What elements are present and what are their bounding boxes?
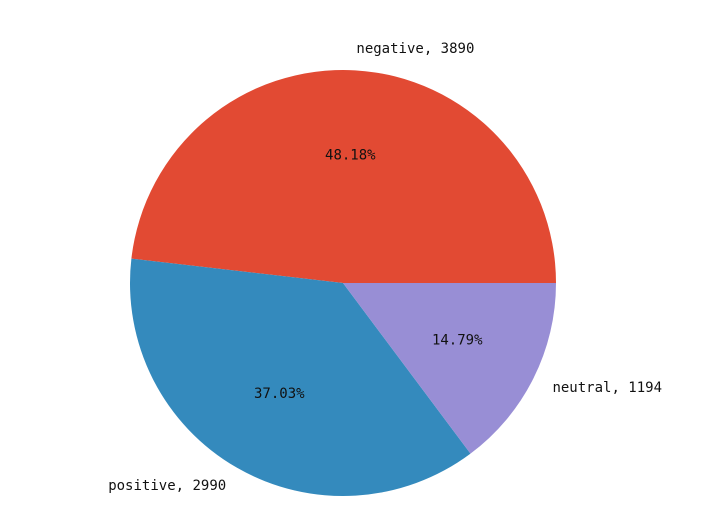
pct-label-positive: 37.03%	[254, 386, 305, 402]
pie-slice-positive	[129, 258, 471, 497]
pie-slices	[129, 70, 557, 497]
outer-label-negative: negative, 3890	[356, 41, 474, 57]
pie-slice-negative	[131, 70, 557, 283]
pie-slice-neutral	[343, 283, 556, 454]
outer-label-neutral: neutral, 1194	[552, 380, 662, 396]
pct-label-neutral: 14.79%	[432, 332, 483, 348]
pct-label-negative: 48.18%	[325, 147, 376, 163]
pie-labels: 48.18% negative, 3890 37.03% positive, 2990…	[108, 41, 662, 494]
outer-label-positive: positive, 2990	[108, 478, 226, 494]
